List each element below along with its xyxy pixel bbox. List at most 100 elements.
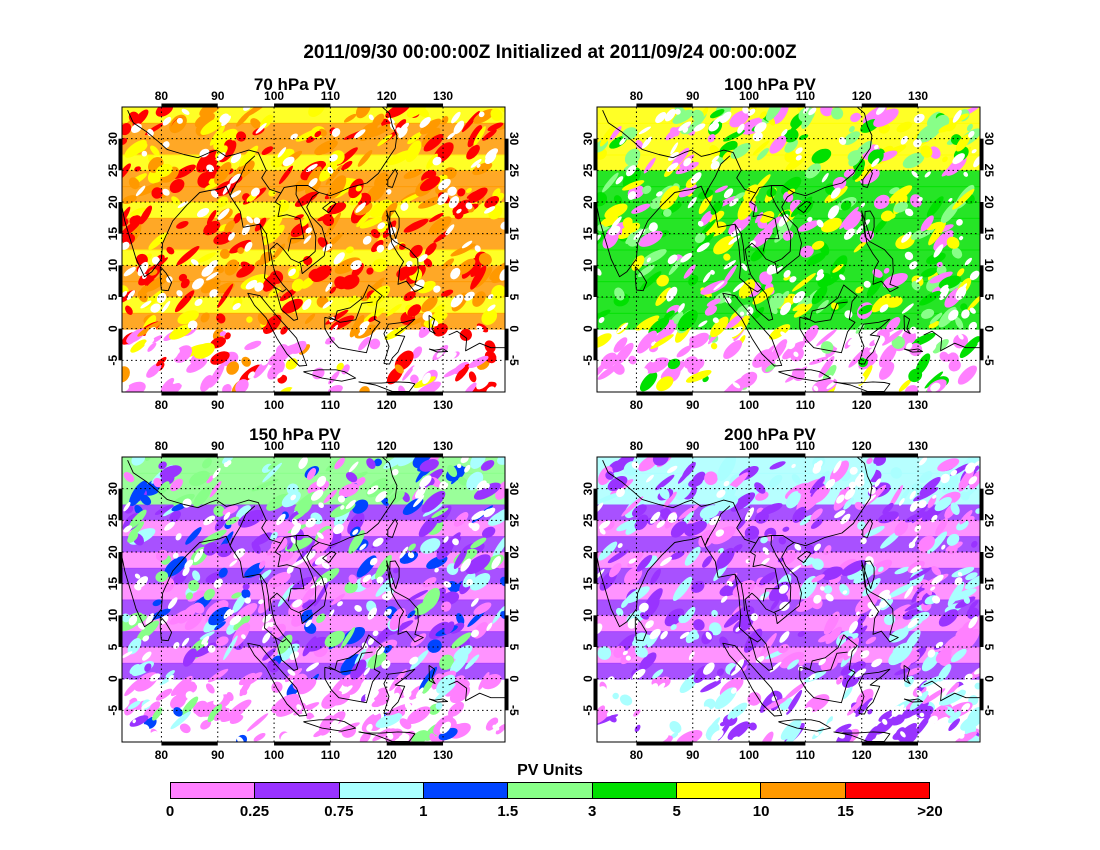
pv-gap	[333, 523, 344, 535]
coastline	[749, 192, 780, 252]
pv-blob	[688, 477, 703, 488]
edge-bar-left	[593, 265, 597, 297]
pv-blob	[946, 236, 960, 249]
pv-gap	[451, 111, 461, 124]
pv-blob	[873, 718, 895, 735]
pv-blob	[423, 258, 433, 268]
pv-gap	[322, 300, 333, 309]
pv-gap	[679, 338, 687, 346]
pv-blob	[612, 457, 635, 473]
pv-blob	[429, 733, 436, 742]
lon-tick-label-bottom: 80	[155, 398, 169, 412]
pv-blob	[229, 239, 252, 254]
pv-gap	[330, 718, 340, 729]
pv-blob	[225, 516, 240, 526]
pv-blob	[916, 228, 935, 240]
pv-blob	[156, 356, 167, 367]
pv-blob	[811, 574, 825, 583]
pv-blob	[608, 714, 617, 723]
pv-gap	[703, 662, 715, 675]
pv-gap	[168, 675, 174, 682]
lat-tick-label-right: 20	[982, 545, 996, 559]
edge-scale	[593, 453, 984, 746]
pv-blob	[934, 497, 952, 512]
pv-blob	[950, 502, 960, 515]
lat-tick-label-right: 0	[507, 325, 521, 332]
lon-tick-label-top: 130	[433, 439, 453, 453]
pv-blob	[699, 505, 720, 520]
pv-blob	[270, 536, 288, 552]
colorbar-label: 0.75	[324, 803, 354, 820]
edge-bar-left	[118, 488, 122, 521]
lat-tick-label-left: 0	[106, 675, 120, 682]
pv-blob	[129, 207, 146, 217]
pv-gap	[167, 354, 175, 362]
pv-gap	[365, 689, 379, 701]
pv-blob	[235, 505, 251, 519]
pv-blob	[436, 505, 452, 524]
pv-gap	[471, 510, 486, 521]
pv-blob	[700, 679, 723, 693]
pv-blob	[843, 497, 855, 510]
pv-gap	[354, 129, 366, 139]
pv-blob	[147, 342, 157, 352]
pv-blob	[468, 381, 497, 392]
pv-blob	[151, 187, 163, 199]
pv-blob	[443, 365, 466, 378]
pv-blob	[811, 285, 828, 305]
coastline	[833, 731, 891, 742]
pv-gap	[409, 656, 419, 665]
pv-gap	[207, 645, 216, 653]
pv-blob	[835, 723, 852, 733]
pv-blob	[305, 178, 321, 196]
pv-gap	[483, 507, 496, 518]
pv-gap	[217, 208, 230, 221]
pv-blob	[224, 220, 235, 233]
pv-gap	[678, 121, 692, 131]
pv-blob	[942, 156, 948, 163]
pv-blob	[231, 592, 242, 599]
pv-band	[597, 249, 980, 267]
pv-blob	[969, 600, 979, 610]
pv-gap	[350, 385, 357, 392]
pv-blob	[267, 463, 277, 470]
pv-blob	[351, 262, 364, 277]
pv-gap	[450, 294, 464, 308]
pv-gap	[619, 137, 627, 146]
pv-gap	[307, 364, 315, 372]
pv-blob	[631, 504, 647, 517]
pv-gap	[196, 207, 210, 218]
pv-gap	[660, 630, 668, 640]
pv-blob	[810, 508, 823, 521]
pv-blob	[682, 606, 696, 623]
pv-blob	[873, 108, 899, 128]
pv-blob	[597, 309, 611, 319]
pv-blob	[407, 610, 416, 619]
pv-gap	[485, 148, 499, 160]
edge-bar-top	[386, 453, 444, 457]
pv-blob	[419, 459, 439, 472]
pv-gap	[487, 304, 496, 312]
lon-tick-label-top: 120	[852, 89, 872, 103]
pv-blob	[213, 231, 234, 245]
pv-gap	[128, 615, 138, 626]
pv-gap	[141, 699, 155, 710]
pv-blob	[882, 502, 894, 515]
pv-gap	[203, 642, 208, 647]
graticule	[122, 457, 505, 742]
coastline	[858, 318, 891, 365]
pv-blob	[708, 622, 722, 636]
pv-blob	[823, 611, 840, 635]
edge-bar-top	[274, 453, 331, 457]
pv-gap	[907, 617, 920, 629]
lat-tick-label-right: 25	[982, 514, 996, 528]
pv-blob	[613, 337, 628, 353]
pv-blob	[421, 490, 446, 513]
pv-blob	[345, 246, 354, 254]
pv-gap	[122, 678, 130, 686]
pv-gap	[329, 154, 338, 162]
pv-gap	[875, 107, 886, 115]
edge-bar-right	[980, 488, 984, 521]
lat-tick-label-left: 5	[106, 293, 120, 300]
pv-blob	[246, 713, 269, 732]
